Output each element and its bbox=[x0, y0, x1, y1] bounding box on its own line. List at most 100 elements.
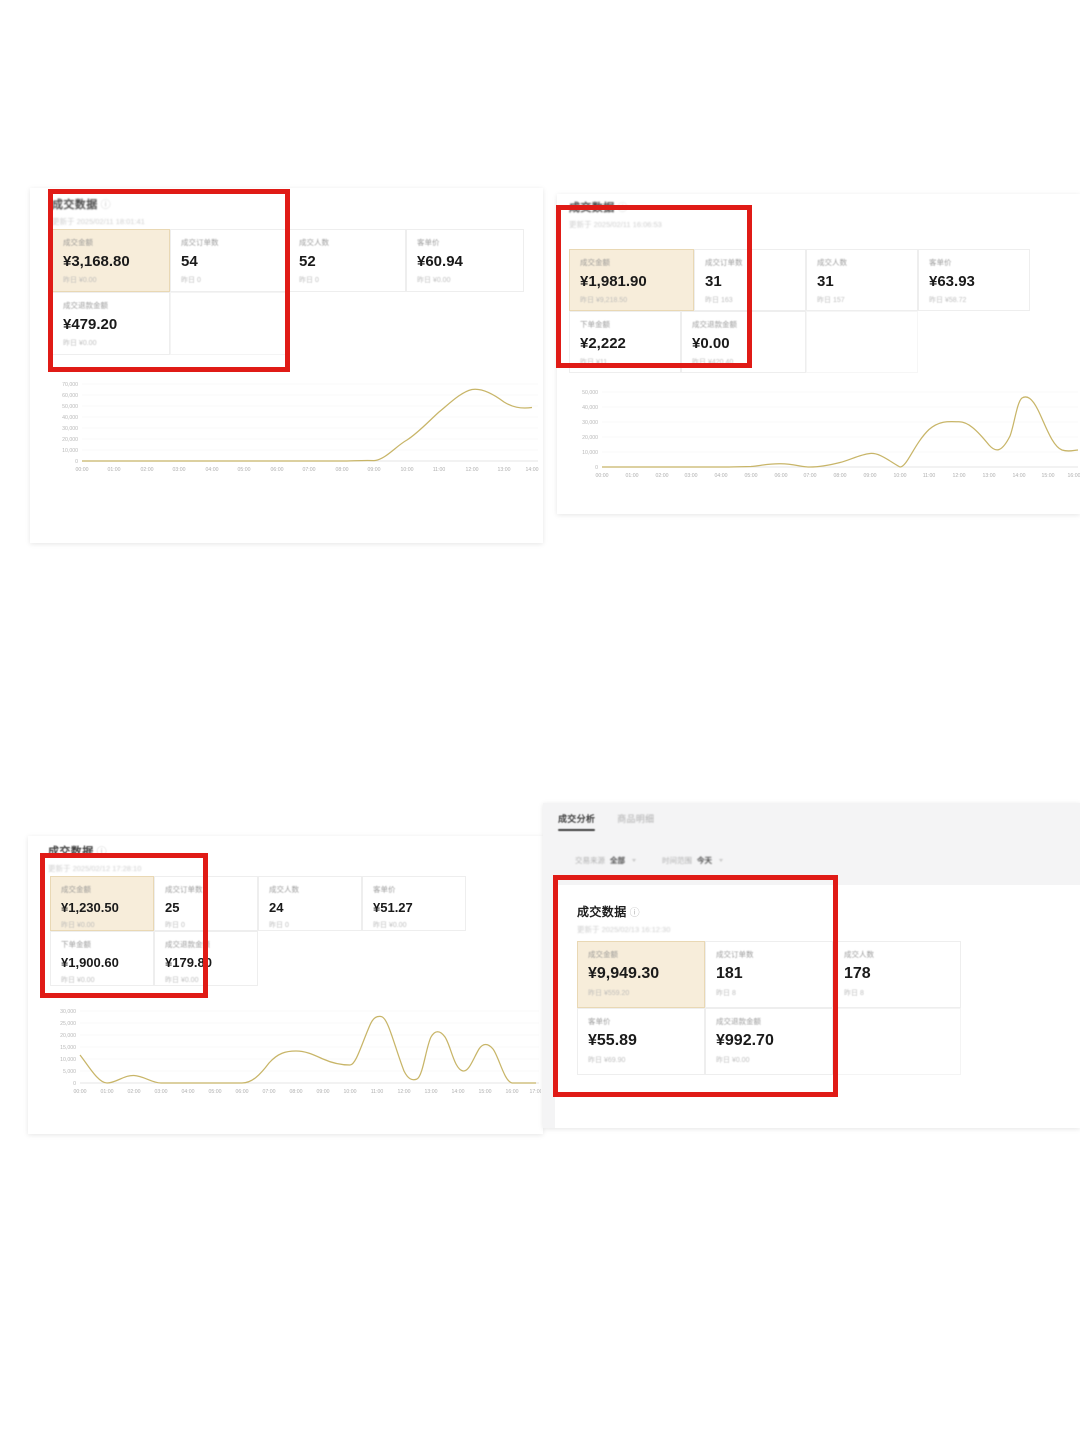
info-circle-icon[interactable]: ⓘ bbox=[100, 200, 112, 211]
series-line bbox=[79, 1015, 536, 1084]
tab-product-detail[interactable]: 商品明细 bbox=[617, 814, 655, 824]
metric-label: 客单价 bbox=[929, 258, 952, 267]
metric-label: 成交订单数 bbox=[165, 885, 203, 894]
filter-time-range[interactable]: 时间范围 今天 bbox=[662, 855, 723, 866]
metric-label: 成交金额 bbox=[61, 885, 91, 894]
metric-card-buyers[interactable]: 成交人数 31 昨日 157 bbox=[806, 249, 918, 311]
y-tick-labels: 30,000 25,000 20,000 15,000 10,000 5,000… bbox=[60, 1009, 76, 1087]
svg-text:07:00: 07:00 bbox=[263, 1089, 276, 1095]
metric-card-orders[interactable]: 成交订单数 181 昨日 8 bbox=[705, 941, 833, 1008]
y-gridlines bbox=[80, 1010, 539, 1072]
svg-text:17:00: 17:00 bbox=[530, 1089, 541, 1095]
metric-card-aov[interactable]: 客单价 ¥60.94 昨日 ¥0.00 bbox=[406, 229, 524, 292]
svg-text:08:00: 08:00 bbox=[290, 1089, 303, 1095]
metric-label: 下单金额 bbox=[580, 320, 610, 329]
metric-label: 成交订单数 bbox=[716, 950, 754, 959]
svg-text:05:00: 05:00 bbox=[745, 473, 758, 479]
svg-text:02:00: 02:00 bbox=[656, 473, 669, 479]
metric-card-gmv[interactable]: 成交金额 ¥1,230.50 昨日 ¥0.00 bbox=[50, 876, 154, 931]
svg-text:11:00: 11:00 bbox=[433, 467, 446, 473]
metric-card-buyers[interactable]: 成交人数 24 昨日 0 bbox=[258, 876, 362, 931]
svg-text:0: 0 bbox=[73, 1081, 76, 1087]
svg-text:09:00: 09:00 bbox=[864, 473, 877, 479]
svg-text:15,000: 15,000 bbox=[60, 1045, 76, 1051]
metric-label: 客单价 bbox=[417, 238, 440, 247]
x-tick-labels: 00:00 01:00 02:00 03:00 04:00 05:00 06:0… bbox=[74, 1089, 541, 1095]
metric-card-refund[interactable]: 成交退款金额 ¥0.00 昨日 ¥420.40 bbox=[681, 311, 806, 373]
tab-transaction-analysis[interactable]: 成交分析 bbox=[558, 812, 596, 831]
y-tick-labels: 50,000 40,000 30,000 20,000 10,000 0 bbox=[582, 390, 598, 471]
svg-text:01:00: 01:00 bbox=[101, 1089, 114, 1095]
info-circle-icon[interactable]: ⓘ bbox=[629, 908, 641, 919]
svg-text:04:00: 04:00 bbox=[715, 473, 728, 479]
gmv-trend-chart: 70,000 60,000 50,000 40,000 30,000 20,00… bbox=[40, 376, 540, 491]
metric-card-gmv[interactable]: 成交金额 ¥3,168.80 昨日 ¥0.00 bbox=[52, 229, 170, 292]
info-circle-icon[interactable]: ⓘ bbox=[617, 203, 629, 214]
filter-trade-source[interactable]: 交易来源 全部 bbox=[575, 855, 636, 866]
metric-card-orders[interactable]: 成交订单数 31 昨日 163 bbox=[694, 249, 806, 311]
filter-label: 时间范围 bbox=[662, 856, 692, 865]
metric-label: 成交退款金额 bbox=[692, 320, 737, 329]
metric-card-placed-amount[interactable]: 下单金额 ¥1,900.60 昨日 ¥0.00 bbox=[50, 931, 154, 986]
metric-compare: 昨日 ¥0.00 bbox=[63, 339, 97, 347]
metric-card-buyers[interactable]: 成交人数 178 昨日 8 bbox=[833, 941, 961, 1008]
x-tick-labels: 00:00 01:00 02:00 03:00 04:00 05:00 06:0… bbox=[596, 473, 1080, 479]
metric-label: 成交人数 bbox=[269, 885, 299, 894]
metric-card-gmv[interactable]: 成交金额 ¥9,949.30 昨日 ¥559.20 bbox=[577, 941, 705, 1008]
metric-card-placed-amount[interactable]: 下单金额 ¥2,222 昨日 ¥11, bbox=[569, 311, 681, 373]
chevron-down-icon[interactable] bbox=[632, 859, 636, 862]
svg-text:20,000: 20,000 bbox=[62, 437, 78, 443]
svg-text:09:00: 09:00 bbox=[317, 1089, 330, 1095]
metric-card-grid: 成交金额 ¥1,230.50 昨日 ¥0.00 成交订单数 25 昨日 0 成交… bbox=[50, 876, 543, 986]
svg-text:07:00: 07:00 bbox=[303, 467, 316, 473]
transaction-data-card: 成交数据 ⓘ 更新于 2025/02/13 16:12:30 成交金额 ¥9,94… bbox=[555, 885, 1080, 1128]
metric-value: ¥3,168.80 bbox=[63, 252, 130, 270]
metric-label: 成交退款金额 bbox=[165, 940, 210, 949]
metric-label: 成交订单数 bbox=[181, 238, 219, 247]
metric-value: 24 bbox=[269, 899, 284, 915]
metric-card-orders[interactable]: 成交订单数 25 昨日 0 bbox=[154, 876, 258, 931]
info-circle-icon[interactable]: ⓘ bbox=[96, 847, 108, 858]
svg-text:30,000: 30,000 bbox=[582, 420, 598, 426]
metric-card-gmv[interactable]: 成交金额 ¥1,981.90 昨日 ¥9,218.50 bbox=[569, 249, 694, 311]
metric-label: 成交金额 bbox=[580, 258, 610, 267]
svg-text:06:00: 06:00 bbox=[271, 467, 284, 473]
metric-card-refund[interactable]: 成交退款金额 ¥479.20 昨日 ¥0.00 bbox=[52, 292, 170, 355]
metric-value: 31 bbox=[705, 272, 722, 290]
updated-timestamp: 更新于 2025/02/12 17:28:10 bbox=[48, 864, 142, 873]
metric-value: ¥63.93 bbox=[929, 272, 975, 290]
svg-text:02:00: 02:00 bbox=[128, 1089, 141, 1095]
metric-card-placeholder bbox=[806, 311, 918, 373]
metric-compare: 昨日 ¥559.20 bbox=[588, 989, 630, 997]
metric-compare: 昨日 ¥69.90 bbox=[588, 1056, 626, 1064]
metric-card-refund[interactable]: 成交退款金额 ¥179.80 昨日 ¥0.00 bbox=[154, 931, 258, 986]
metric-card-aov[interactable]: 客单价 ¥63.93 昨日 ¥58.72 bbox=[918, 249, 1030, 311]
tab-bar: 成交分析 商品明细 bbox=[558, 812, 654, 831]
svg-text:15:00: 15:00 bbox=[479, 1089, 492, 1095]
svg-text:12:00: 12:00 bbox=[466, 467, 479, 473]
updated-timestamp: 更新于 2025/02/13 16:12:30 bbox=[577, 925, 671, 934]
chevron-down-icon[interactable] bbox=[719, 859, 723, 862]
metric-card-aov[interactable]: 客单价 ¥55.89 昨日 ¥69.90 bbox=[577, 1008, 705, 1075]
chart-svg: 30,000 25,000 20,000 15,000 10,000 5,000… bbox=[60, 1009, 541, 1095]
metric-label: 客单价 bbox=[588, 1017, 611, 1026]
metric-card-refund[interactable]: 成交退款金额 ¥992.70 昨日 ¥0.00 bbox=[705, 1008, 833, 1075]
chart-svg: 70,000 60,000 50,000 40,000 30,000 20,00… bbox=[62, 382, 538, 473]
metric-compare: 昨日 0 bbox=[299, 276, 319, 284]
metric-compare: 昨日 0 bbox=[165, 921, 185, 929]
updated-timestamp: 更新于 2025/02/11 18:01:41 bbox=[52, 217, 145, 226]
metric-card-buyers[interactable]: 成交人数 52 昨日 0 bbox=[288, 229, 406, 292]
metric-value: ¥60.94 bbox=[417, 252, 463, 270]
svg-text:30,000: 30,000 bbox=[62, 426, 78, 432]
metric-card-placeholder bbox=[833, 1008, 961, 1075]
svg-text:70,000: 70,000 bbox=[62, 382, 78, 388]
svg-text:60,000: 60,000 bbox=[62, 393, 78, 399]
svg-text:06:00: 06:00 bbox=[236, 1089, 249, 1095]
svg-text:06:00: 06:00 bbox=[775, 473, 788, 479]
svg-text:13:00: 13:00 bbox=[983, 473, 996, 479]
metric-card-aov[interactable]: 客单价 ¥51.27 昨日 ¥0.00 bbox=[362, 876, 466, 931]
svg-text:01:00: 01:00 bbox=[626, 473, 639, 479]
metric-card-orders[interactable]: 成交订单数 54 昨日 0 bbox=[170, 229, 288, 292]
metric-compare: 昨日 ¥0.00 bbox=[61, 921, 95, 929]
svg-text:14:00: 14:00 bbox=[1013, 473, 1026, 479]
